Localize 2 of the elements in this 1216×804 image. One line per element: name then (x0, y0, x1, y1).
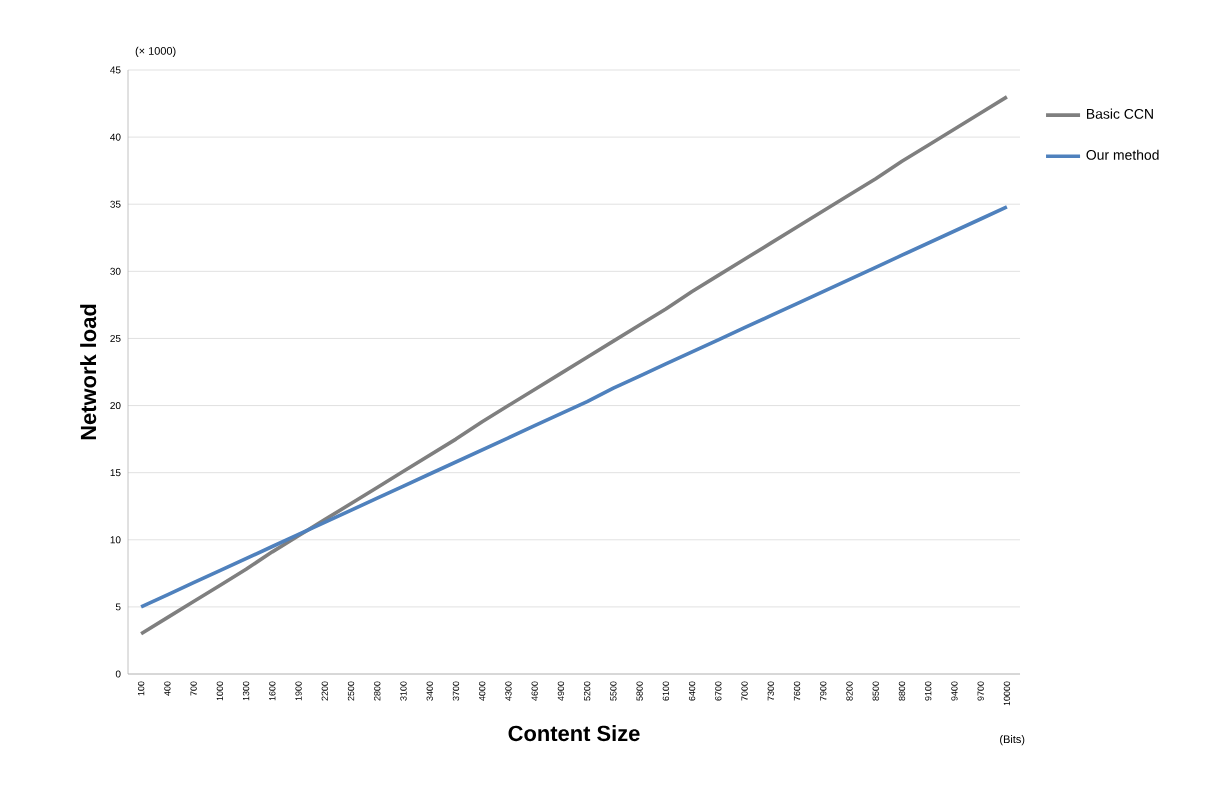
x-axis-title: Content Size (508, 725, 640, 742)
y-axis-title: Network load (80, 304, 97, 440)
